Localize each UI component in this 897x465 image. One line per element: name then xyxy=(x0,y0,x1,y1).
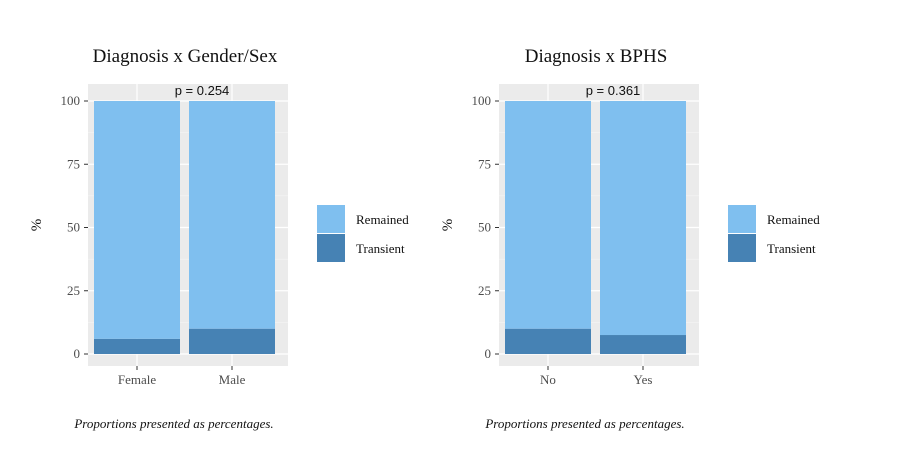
bar-group xyxy=(94,101,275,354)
y-tick-label: 0 xyxy=(74,346,81,361)
x-axis: Female Male xyxy=(118,366,246,387)
y-tick-label: 75 xyxy=(478,156,491,171)
bar-transient-male xyxy=(189,328,275,354)
y-axis: 0 25 50 75 100 xyxy=(472,93,499,361)
x-tick-label: Male xyxy=(219,372,246,387)
legend-swatch-transient xyxy=(728,234,756,262)
legend-swatch-transient xyxy=(317,234,345,262)
legend: Remained Transient xyxy=(728,205,820,262)
p-value-annotation: p = 0.361 xyxy=(586,83,641,98)
y-tick-label: 25 xyxy=(478,283,491,298)
bar-transient-no xyxy=(505,328,591,354)
y-tick-label: 50 xyxy=(478,220,491,235)
chart-panel-bphs: Diagnosis x BPHS 0 25 50 75 100 No Yes p = 0.… xyxy=(440,46,820,431)
legend-label-remained: Remained xyxy=(767,212,820,227)
x-tick-label: Yes xyxy=(634,372,653,387)
y-tick-label: 100 xyxy=(61,93,81,108)
p-value-annotation: p = 0.254 xyxy=(175,83,230,98)
y-axis-label: % xyxy=(29,219,45,232)
legend-label-remained: Remained xyxy=(356,212,409,227)
y-axis: 0 25 50 75 100 xyxy=(61,93,88,361)
bar-transient-female xyxy=(94,338,180,354)
bar-group xyxy=(505,101,686,354)
x-axis: No Yes xyxy=(540,366,652,387)
chart-title: Diagnosis x Gender/Sex xyxy=(93,46,278,67)
bar-remained-yes xyxy=(600,101,686,336)
legend-swatch-remained xyxy=(317,205,345,233)
legend-swatch-remained xyxy=(728,205,756,233)
y-tick-label: 0 xyxy=(485,346,492,361)
legend: Remained Transient xyxy=(317,205,409,262)
bar-remained-female xyxy=(94,101,180,339)
chart-title: Diagnosis x BPHS xyxy=(525,46,668,67)
y-tick-label: 100 xyxy=(472,93,492,108)
x-tick-label: No xyxy=(540,372,556,387)
legend-label-transient: Transient xyxy=(356,241,405,256)
chart-panel-gender: Diagnosis x Gender/Sex 0 25 50 75 100 Female… xyxy=(29,46,409,431)
y-axis-label: % xyxy=(440,219,456,232)
bar-remained-no xyxy=(505,101,591,329)
y-tick-label: 50 xyxy=(67,220,80,235)
y-tick-label: 25 xyxy=(67,283,80,298)
chart-caption: Proportions presented as percentages. xyxy=(484,416,684,431)
bar-transient-yes xyxy=(600,335,686,354)
legend-label-transient: Transient xyxy=(767,241,816,256)
bar-remained-male xyxy=(189,101,275,329)
x-tick-label: Female xyxy=(118,372,156,387)
y-tick-label: 75 xyxy=(67,156,80,171)
chart-caption: Proportions presented as percentages. xyxy=(73,416,273,431)
